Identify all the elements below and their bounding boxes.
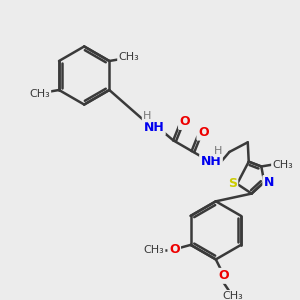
Text: O: O	[198, 126, 208, 139]
Text: CH₃: CH₃	[272, 160, 293, 170]
Text: N: N	[264, 176, 274, 189]
Text: NH: NH	[143, 121, 164, 134]
Text: O: O	[218, 269, 229, 282]
Text: CH₃: CH₃	[29, 89, 50, 99]
Text: O: O	[169, 243, 179, 256]
Text: H: H	[214, 146, 222, 156]
Text: CH₃: CH₃	[143, 245, 164, 255]
Text: CH₃: CH₃	[223, 291, 244, 300]
Text: O: O	[179, 116, 190, 128]
Text: H: H	[143, 111, 151, 121]
Text: S: S	[228, 177, 237, 190]
Text: CH₃: CH₃	[118, 52, 139, 62]
Text: NH: NH	[201, 155, 221, 168]
